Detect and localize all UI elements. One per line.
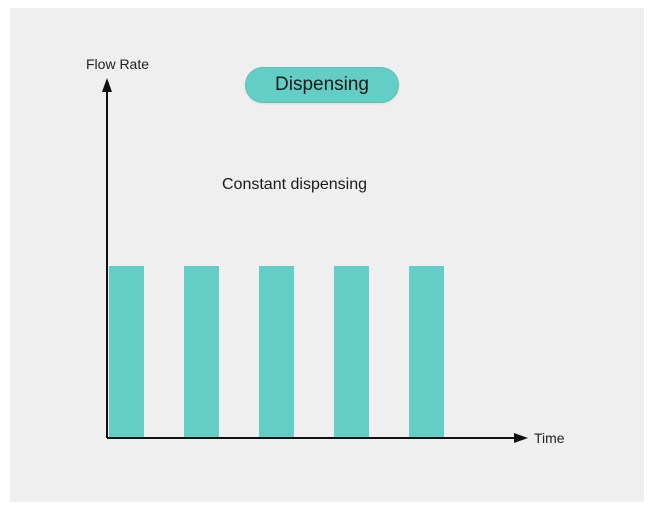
y-axis-label: Flow Rate bbox=[86, 56, 150, 72]
flow-bar-5 bbox=[409, 266, 444, 437]
flow-bar-4 bbox=[334, 266, 369, 437]
caption-text: Constant dispensing bbox=[222, 176, 367, 193]
flow-bar-2 bbox=[184, 266, 219, 437]
y-axis-arrowhead bbox=[102, 78, 112, 92]
dispensing-badge: Dispensing bbox=[245, 67, 399, 103]
bars-group bbox=[109, 266, 444, 437]
x-axis-label: Time bbox=[534, 430, 565, 446]
x-axis-arrowhead bbox=[514, 433, 528, 443]
flow-bar-3 bbox=[259, 266, 294, 437]
flow-bar-1 bbox=[109, 266, 144, 437]
